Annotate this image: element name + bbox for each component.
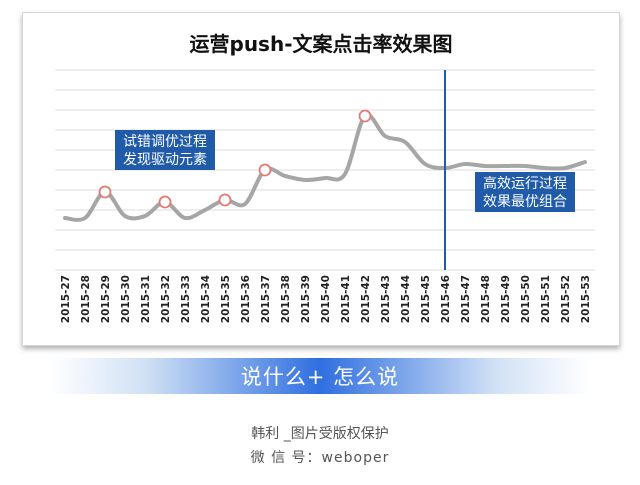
annotation-text: 试错调优过程 [123,134,207,150]
data-point [464,163,467,166]
data-point [324,177,327,180]
data-point [64,217,67,220]
x-tick-label: 2015-52 [560,275,572,323]
x-tick-label: 2015-27 [60,275,72,323]
data-point [244,203,247,206]
x-tick-label: 2015-31 [140,275,152,323]
banner: 说什么+ 怎么说 [50,358,590,394]
highlight-marker [358,109,372,123]
data-point [404,141,407,144]
annotation-text: 效果最优组合 [483,194,567,210]
x-tick-label: 2015-46 [440,275,452,323]
series-line [63,112,587,222]
data-point [564,167,567,170]
copyright-credit: 韩利 _图片受版权保护 [251,426,389,442]
highlight-marker [158,195,172,209]
annotation-box [475,172,575,212]
x-tick-label: 2015-36 [240,275,252,323]
x-tick-label: 2015-29 [100,275,112,323]
x-tick-label: 2015-43 [380,275,392,323]
x-tick-label: 2015-51 [540,275,552,323]
chart-card: 运营push-文案点击率效果图 2015-27 2015-28 2015-29 2015… [22,12,620,346]
x-tick-label: 2015-39 [300,275,312,323]
data-point [144,215,147,218]
x-tick-label: 2015-49 [500,275,512,323]
banner-text: 说什么+ 怎么说 [240,365,400,389]
x-tick-label: 2015-47 [460,275,472,323]
x-tick-label: 2015-50 [520,275,532,323]
data-point [124,215,127,218]
data-point [304,179,307,182]
data-point [184,217,187,220]
highlight-marker [218,193,232,207]
data-point [484,165,487,168]
x-tick-label: 2015-30 [120,275,132,323]
data-point [384,135,387,138]
x-tick-label: 2015-42 [360,275,372,323]
chart-title: 运营push-文案点击率效果图 [190,32,453,56]
x-tick-label: 2015-34 [200,275,212,323]
data-point [344,173,347,176]
data-point [544,167,547,170]
x-tick-label: 2015-38 [280,275,292,323]
annotation-box [115,130,215,170]
line-chart: 运营push-文案点击率效果图 2015-27 2015-28 2015-29 2015… [55,32,595,323]
highlight-marker [98,185,112,199]
x-tick-label: 2015-33 [180,275,192,323]
data-point [284,175,287,178]
annotation-text: 发现驱动元素 [123,152,207,168]
x-tick-label: 2015-48 [480,275,492,323]
data-point [204,209,207,212]
x-tick-label: 2015-40 [320,275,332,323]
annotation-text: 高效运行过程 [483,175,567,192]
data-point [524,165,527,168]
x-tick-label: 2015-53 [580,275,592,323]
x-tick-label: 2015-44 [400,275,412,323]
data-point [424,163,427,166]
x-tick-label: 2015-41 [340,275,352,323]
x-tick-label: 2015-45 [420,275,432,323]
data-point [584,161,587,164]
wechat-credit: 微 信 号：weboper [250,450,390,466]
x-tick-label: 2015-37 [260,275,272,323]
x-tick-label: 2015-32 [160,275,172,323]
x-tick-label: 2015-28 [80,275,92,323]
x-tick-label: 2015-35 [220,275,232,323]
data-point [504,165,507,168]
highlight-marker [258,163,272,177]
data-point [84,217,87,220]
